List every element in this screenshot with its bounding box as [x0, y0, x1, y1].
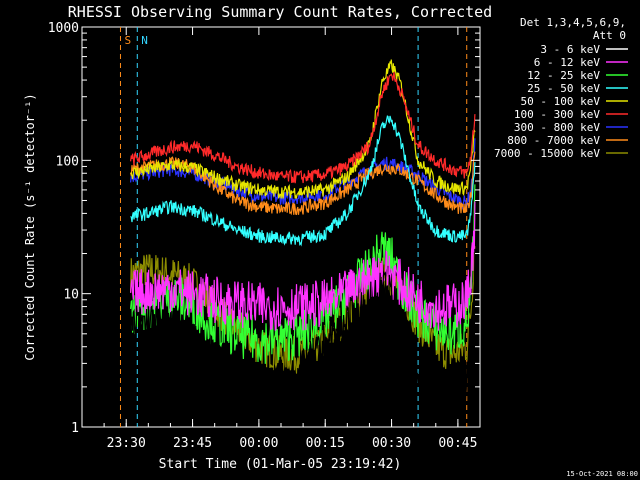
series-line-3: [130, 115, 476, 247]
series-line-7: [130, 151, 476, 216]
axes-group: 23:30 23:45 00:00 00:15 00:30 00:45 1 10 100 1000: [48, 21, 481, 451]
series-line-6: [130, 138, 476, 210]
x-tick-label-1: 23:45: [173, 436, 212, 451]
timestamp: 15-Oct-2021 08:00: [566, 470, 638, 478]
y-tick-label-2: 100: [56, 154, 79, 169]
chart-title: RHESSI Observing Summary Count Rates, Co…: [68, 3, 492, 21]
y-tick-label-0: 1: [71, 421, 79, 436]
y-tick-label-1: 10: [63, 288, 79, 303]
legend-header-0: Det 1,3,4,5,6,9,: [520, 16, 626, 29]
legend-label-5: 100 - 300 keV: [514, 108, 600, 121]
series-line-5: [130, 72, 476, 184]
legend-label-2: 12 - 25 keV: [527, 69, 600, 82]
series-line-0: [130, 248, 476, 425]
legend-header-1: Att 0: [593, 29, 626, 42]
series-line-4: [130, 59, 476, 200]
series-line-1: [130, 201, 476, 332]
series-group: [130, 59, 476, 425]
legend-label-0: 3 - 6 keV: [540, 43, 600, 56]
x-tick-label-0: 23:30: [107, 436, 146, 451]
x-axis-label: Start Time (01-Mar-05 23:19:42): [159, 457, 402, 472]
x-tick-label-2: 00:00: [239, 436, 278, 451]
y-tick-label-3: 1000: [48, 21, 79, 36]
x-tick-label-5: 00:45: [438, 436, 477, 451]
marker-label-1: N: [141, 34, 148, 47]
x-tick-label-4: 00:30: [372, 436, 411, 451]
legend-label-8: 7000 - 15000 keV: [494, 147, 600, 160]
legend-label-7: 800 - 7000 keV: [507, 134, 600, 147]
y-axis-label: Corrected Count Rate (s⁻¹ detector⁻¹): [23, 93, 37, 360]
x-tick-label-3: 00:15: [306, 436, 345, 451]
legend-label-6: 300 - 800 keV: [514, 121, 600, 134]
marker-label-0: S: [124, 34, 131, 47]
legend-label-4: 50 - 100 keV: [521, 95, 601, 108]
legend-label-3: 25 - 50 keV: [527, 82, 600, 95]
legend-label-1: 6 - 12 keV: [534, 56, 601, 69]
